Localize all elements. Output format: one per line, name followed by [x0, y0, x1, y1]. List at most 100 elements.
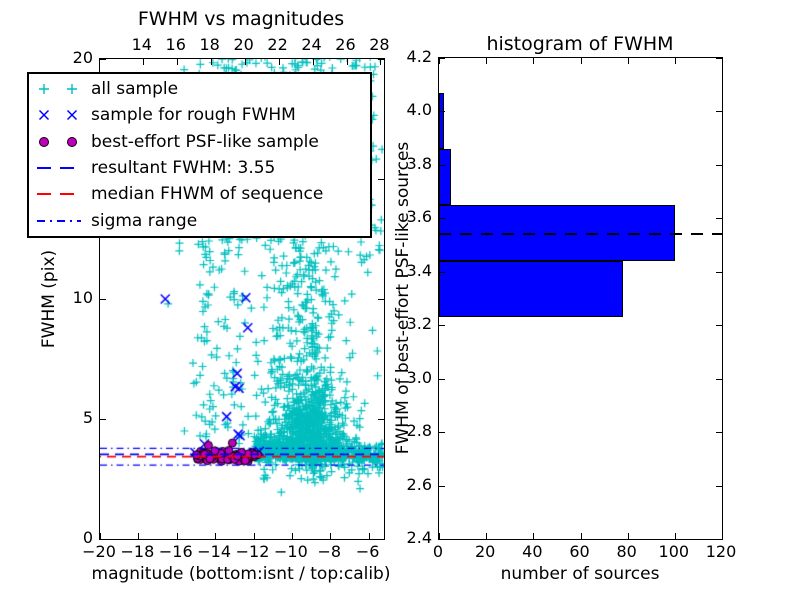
legend-label: all sample — [91, 79, 179, 100]
legend-entry-4: median FHWM of sequence — [29, 181, 370, 207]
tick-mark — [176, 533, 178, 539]
legend-label: best-effort PSF-like sample — [91, 131, 319, 152]
tick-mark — [439, 164, 445, 166]
tick-mark — [439, 271, 445, 273]
tick-mark — [291, 533, 293, 539]
tick-mark — [215, 533, 217, 539]
histogram-bar-0 — [439, 261, 623, 318]
y-tick-label: 20 — [72, 48, 93, 67]
tick-mark — [716, 58, 722, 59]
tick-mark — [176, 59, 178, 65]
tick-mark — [627, 533, 629, 539]
y-tick-label: 10 — [72, 288, 93, 307]
legend-label: resultant FWHM: 3.55 — [91, 158, 276, 179]
x-tick-label-top: 14 — [131, 35, 152, 54]
tick-mark — [278, 59, 280, 65]
legend-symbol — [36, 211, 82, 231]
hist-x-tick-label: 100 — [658, 542, 690, 561]
tick-mark — [330, 533, 332, 539]
x-tick-label-top: 22 — [267, 35, 288, 54]
tick-mark — [486, 58, 488, 64]
tick-mark — [142, 59, 144, 65]
legend-label: sigma range — [91, 210, 198, 231]
hist-y-tick-label: 3.8 — [406, 153, 432, 173]
tick-mark — [210, 59, 212, 65]
tick-mark — [722, 533, 723, 539]
histogram-bar-1 — [439, 205, 675, 262]
tick-mark — [439, 111, 445, 113]
tick-mark — [439, 378, 445, 380]
x-tick-label-top: 20 — [233, 35, 254, 54]
histogram-ylabel: FWHM of best-effort PSF-like sources — [393, 141, 413, 455]
scatter-title: FWHM vs magnitudes — [137, 8, 345, 30]
dashdot-line-sample — [37, 219, 81, 222]
legend-entry-3: resultant FWHM: 3.55 — [29, 155, 370, 181]
tick-mark — [100, 419, 106, 420]
legend: all sample sample for rough FWHM best-effo… — [27, 72, 372, 238]
tick-mark — [716, 271, 722, 273]
hist-y-tick-label: 3.0 — [406, 367, 432, 387]
tick-mark — [100, 533, 101, 539]
tick-mark — [378, 419, 384, 420]
legend-entry-5: sigma range — [29, 208, 370, 234]
x-tick-label-top: 28 — [369, 35, 390, 54]
tick-mark — [674, 58, 676, 64]
x-tick-label-bottom: −18 — [120, 542, 155, 561]
y-tick-label: 0 — [82, 528, 93, 547]
tick-mark — [378, 59, 384, 60]
x-tick-label-bottom: −20 — [82, 542, 116, 561]
circle-marker-sample — [39, 136, 77, 147]
legend-symbol — [36, 158, 82, 178]
tick-mark — [716, 539, 722, 540]
legend-label: median FHWM of sequence — [91, 184, 324, 205]
x-tick-label-bottom: −6 — [355, 542, 380, 561]
tick-mark — [100, 59, 106, 60]
tick-mark — [716, 218, 722, 220]
tick-mark — [138, 533, 140, 539]
tick-mark — [716, 485, 722, 487]
plus-marker-sample — [39, 84, 77, 95]
legend-entry-1: sample for rough FWHM — [29, 102, 370, 128]
x-tick-label-bottom: −16 — [158, 542, 193, 561]
tick-mark — [378, 539, 384, 540]
tick-mark — [244, 59, 246, 65]
tick-mark — [368, 533, 370, 539]
legend-label: sample for rough FWHM — [91, 105, 296, 126]
tick-mark — [312, 59, 314, 65]
tick-mark — [674, 533, 676, 539]
hist-x-tick-label: 20 — [474, 542, 496, 561]
tick-mark — [439, 58, 445, 59]
tick-mark — [253, 533, 255, 539]
x-tick-label-bottom: −14 — [197, 542, 232, 561]
tick-mark — [716, 111, 722, 113]
tick-mark — [380, 59, 382, 65]
tick-mark — [439, 539, 445, 540]
x-tick-label-top: 18 — [199, 35, 220, 54]
x-tick-label-top: 26 — [335, 35, 356, 54]
tick-mark — [100, 299, 106, 300]
x-tick-label-top: 16 — [165, 35, 186, 54]
tick-mark — [100, 539, 106, 540]
tick-mark — [378, 179, 384, 180]
tick-mark — [716, 432, 722, 434]
tick-mark — [439, 58, 440, 64]
tick-mark — [439, 325, 445, 327]
histogram-bar-3 — [439, 92, 444, 149]
hist-x-tick-label: 120 — [705, 542, 737, 561]
hist-y-tick-label: 3.4 — [406, 260, 432, 280]
legend-symbol — [36, 79, 82, 99]
tick-mark — [346, 59, 348, 65]
tick-mark — [378, 299, 384, 300]
histogram-xlabel: number of sources — [500, 564, 660, 584]
hist-y-tick-label: 2.8 — [406, 421, 432, 441]
x-tick-label-bottom: −10 — [274, 542, 308, 561]
tick-mark — [486, 533, 488, 539]
tick-mark — [533, 533, 535, 539]
legend-symbol — [36, 184, 82, 204]
x-tick-label-top: 24 — [301, 35, 322, 54]
tick-mark — [439, 485, 445, 487]
histogram-title: histogram of FWHM — [486, 33, 674, 55]
dashed-line-sample — [37, 167, 81, 170]
legend-symbol — [36, 105, 82, 125]
